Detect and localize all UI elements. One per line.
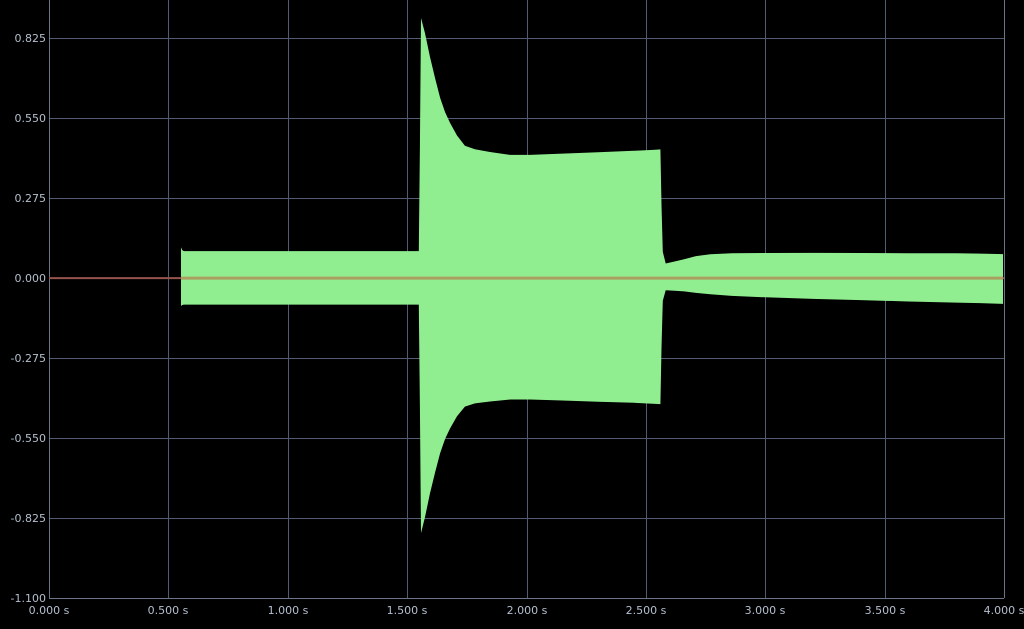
- y-tick-label: -0.550: [11, 432, 46, 445]
- x-tick-label: 2.500 s: [626, 604, 667, 617]
- y-tick-label: 0.550: [15, 112, 47, 125]
- waveform-layer: [181, 18, 1003, 534]
- waveform-shape: [181, 18, 1003, 534]
- y-tick-label: 0.275: [15, 192, 47, 205]
- y-tick-label: -0.825: [11, 512, 46, 525]
- x-tick-label: 0.000 s: [29, 604, 70, 617]
- y-tick-label: 0.000: [15, 272, 47, 285]
- y-tick-label: 0.825: [15, 32, 47, 45]
- x-tick-label: 1.500 s: [387, 604, 428, 617]
- tick-label-layer: 0.825 0.550 0.275 0.000 -0.275 -0.550 -0.825 -1…: [11, 32, 1024, 617]
- x-tick-label: 2.000 s: [507, 604, 548, 617]
- x-tick-label: 3.000 s: [745, 604, 786, 617]
- x-tick-label: 1.000 s: [268, 604, 309, 617]
- x-tick-label: 4.000 s: [984, 604, 1024, 617]
- x-tick-label: 0.500 s: [148, 604, 189, 617]
- y-tick-label: -1.100: [11, 592, 46, 605]
- x-tick-label: 3.500 s: [865, 604, 906, 617]
- y-tick-label: -0.275: [11, 352, 46, 365]
